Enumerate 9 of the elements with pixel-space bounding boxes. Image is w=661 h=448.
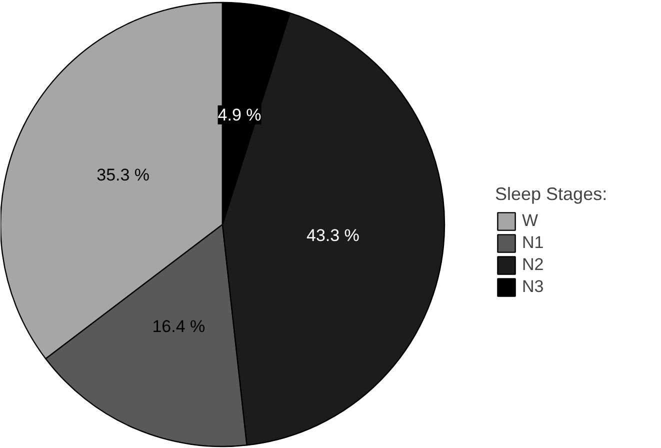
data-label: 35.3 % — [96, 166, 150, 185]
legend-label: N3 — [522, 276, 544, 298]
data-label: 4.9 % — [218, 105, 262, 124]
legend-title: Sleep Stages: — [495, 184, 608, 205]
legend-label: N1 — [522, 232, 544, 254]
legend-label: N2 — [522, 254, 544, 276]
legend-label: W — [522, 210, 540, 232]
data-label: 16.4 % — [152, 316, 206, 336]
data-label: 43.3 % — [306, 226, 360, 245]
